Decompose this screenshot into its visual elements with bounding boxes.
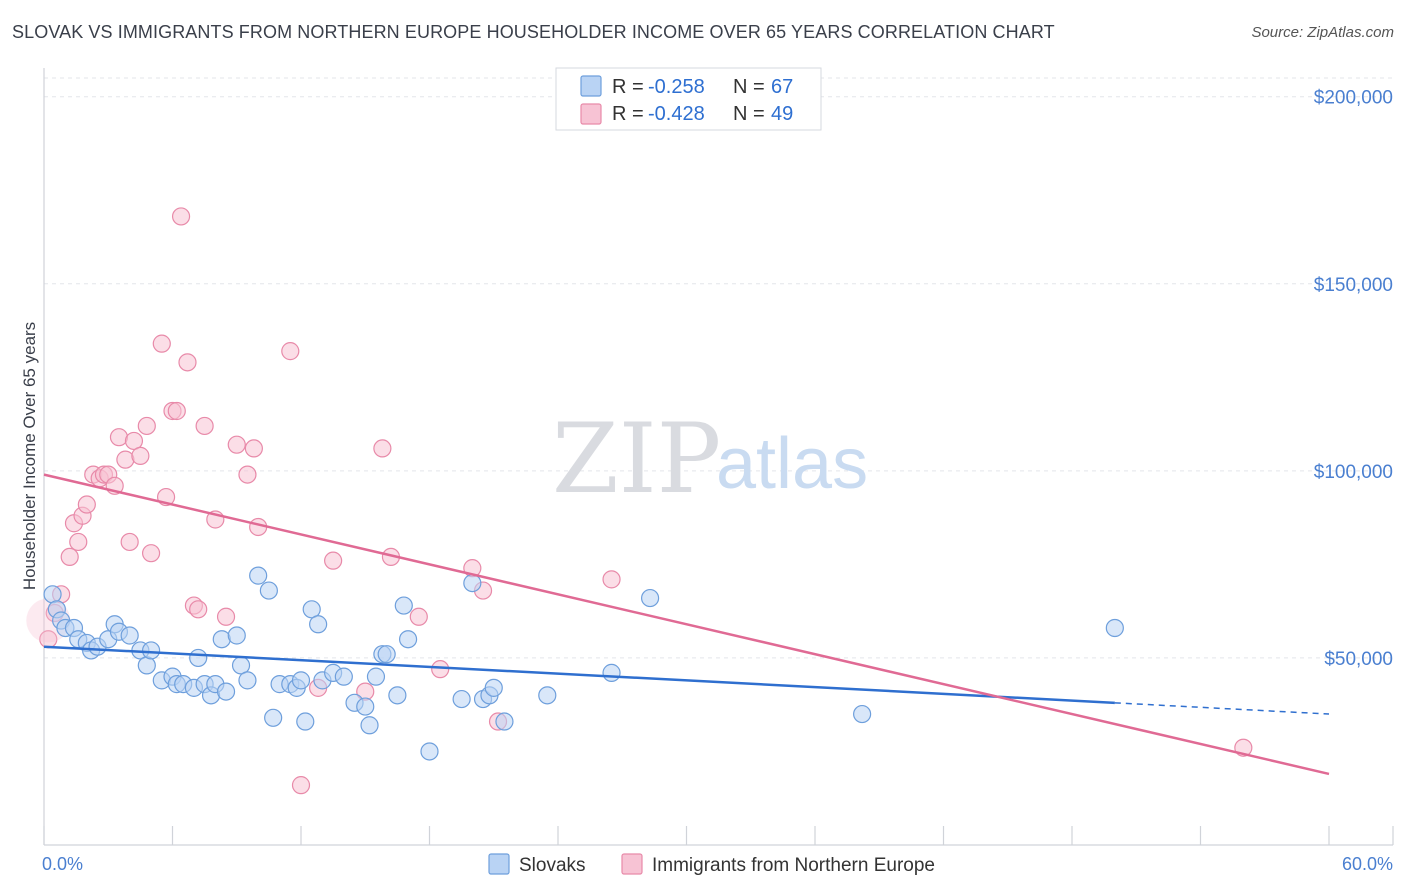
slovaks-point	[259, 581, 278, 600]
slovaks-point	[1105, 618, 1124, 638]
y-axis-label: Householder Income Over 65 years	[20, 322, 39, 590]
bottom-legend-swatch-slovaks	[488, 853, 510, 875]
trendline-slovaks	[43, 645, 1115, 705]
slovaks-point	[495, 712, 514, 731]
legend-n-label-2: N =	[733, 103, 765, 125]
immigrants-point	[124, 431, 144, 451]
legend-r-value-2: -0.428	[648, 103, 705, 125]
slovaks-point	[120, 626, 139, 645]
slovaks-point	[394, 596, 413, 615]
slovaks-point	[366, 667, 386, 686]
immigrants-point	[141, 544, 161, 563]
legend: R = -0.258 N = 67 R = -0.428 N = 49	[555, 67, 822, 131]
immigrants-point	[431, 660, 450, 679]
immigrants-point	[373, 439, 392, 458]
slovaks-point	[302, 600, 321, 619]
slovaks-point	[296, 712, 315, 731]
immigrants-point	[291, 776, 311, 795]
legend-n-value-2: 49	[771, 103, 793, 125]
slovaks-point	[189, 648, 208, 668]
slovaks-point	[291, 671, 311, 690]
y-tick-label: $200,000	[1314, 88, 1393, 109]
watermark-atlas: atlas	[716, 424, 868, 504]
trendline-slovaks-extension	[1114, 702, 1330, 715]
legend-n-value-1: 67	[771, 76, 793, 98]
trendlines	[43, 473, 1330, 776]
slovaks-point	[484, 678, 503, 697]
slovaks-point	[334, 667, 353, 686]
immigrants-point	[324, 551, 343, 570]
legend-swatch-slovaks	[580, 75, 602, 97]
immigrants-point	[171, 207, 191, 226]
axes	[43, 68, 1394, 846]
trendline-immigrants	[43, 473, 1330, 776]
immigrants-point	[195, 416, 214, 436]
immigrants-point	[244, 439, 263, 458]
slovaks-point	[356, 697, 375, 716]
bottom-legend-swatch-immigrants	[621, 853, 643, 875]
y-tick-label: $150,000	[1314, 275, 1393, 296]
chart-source: Source: ZipAtlas.com	[1251, 24, 1394, 41]
immigrants-point	[409, 607, 428, 626]
slovaks-point	[227, 626, 246, 645]
bottom-legend: Slovaks Immigrants from Northern Europe	[488, 853, 935, 876]
slovaks-point	[420, 742, 439, 761]
slovaks-point	[463, 573, 482, 593]
slovaks-point	[538, 686, 557, 705]
slovaks-point	[388, 686, 407, 705]
legend-swatch-immigrants	[580, 103, 602, 125]
slovaks-point	[377, 645, 396, 664]
immigrants-point	[189, 600, 208, 619]
slovaks-point	[398, 630, 418, 649]
y-tick-label: $50,000	[1324, 649, 1393, 670]
watermark: ZIP atlas	[552, 403, 868, 515]
legend-r-value-1: -0.258	[648, 76, 705, 98]
bottom-legend-label-immigrants: Immigrants from Northern Europe	[652, 855, 935, 876]
slovaks-point	[602, 663, 621, 682]
chart-title: SLOVAK VS IMMIGRANTS FROM NORTHERN EUROP…	[12, 22, 1055, 42]
immigrants-point	[109, 428, 129, 447]
immigrants-point	[227, 435, 246, 454]
slovaks-point	[309, 615, 328, 634]
legend-n-label-1: N =	[733, 76, 765, 98]
immigrants-point	[602, 570, 621, 589]
legend-r-label-1: R =	[612, 76, 644, 98]
immigrants-point	[120, 532, 139, 552]
immigrants-point	[116, 450, 135, 469]
slovaks-point	[216, 682, 236, 701]
slovaks-point	[238, 671, 257, 690]
immigrants-point	[131, 446, 150, 465]
immigrants-point	[69, 532, 88, 552]
immigrants-point	[77, 495, 96, 514]
slovaks-point	[360, 716, 379, 735]
immigrants-point	[216, 607, 236, 626]
immigrants-point	[281, 342, 300, 361]
immigrants-point	[60, 547, 79, 567]
gridlines	[44, 77, 1393, 659]
immigrants-point	[178, 353, 197, 372]
immigrants-point	[238, 465, 257, 484]
y-tick-labels: $50,000 $100,000 $150,000 $200,000	[1314, 88, 1393, 670]
slovaks-point	[853, 704, 872, 724]
slovaks-point	[249, 566, 268, 585]
series-slovaks-points	[43, 566, 1124, 761]
slovaks-point	[43, 585, 62, 604]
slovaks-point	[640, 588, 660, 608]
slovaks-point	[212, 630, 231, 649]
bottom-legend-label-slovaks: Slovaks	[519, 855, 586, 876]
slovaks-point	[452, 689, 471, 709]
slovaks-point	[264, 708, 283, 727]
immigrants-point	[137, 416, 156, 436]
x-tick-label-min: 0.0%	[42, 854, 83, 874]
slovaks-point	[137, 656, 156, 675]
x-tick-label-max: 60.0%	[1342, 854, 1393, 874]
y-tick-label: $100,000	[1314, 462, 1393, 483]
slovaks-point	[141, 641, 161, 660]
watermark-zip: ZIP	[552, 403, 721, 515]
legend-r-label-2: R =	[612, 103, 644, 125]
immigrants-point	[152, 334, 171, 353]
immigrants-point	[167, 401, 186, 421]
